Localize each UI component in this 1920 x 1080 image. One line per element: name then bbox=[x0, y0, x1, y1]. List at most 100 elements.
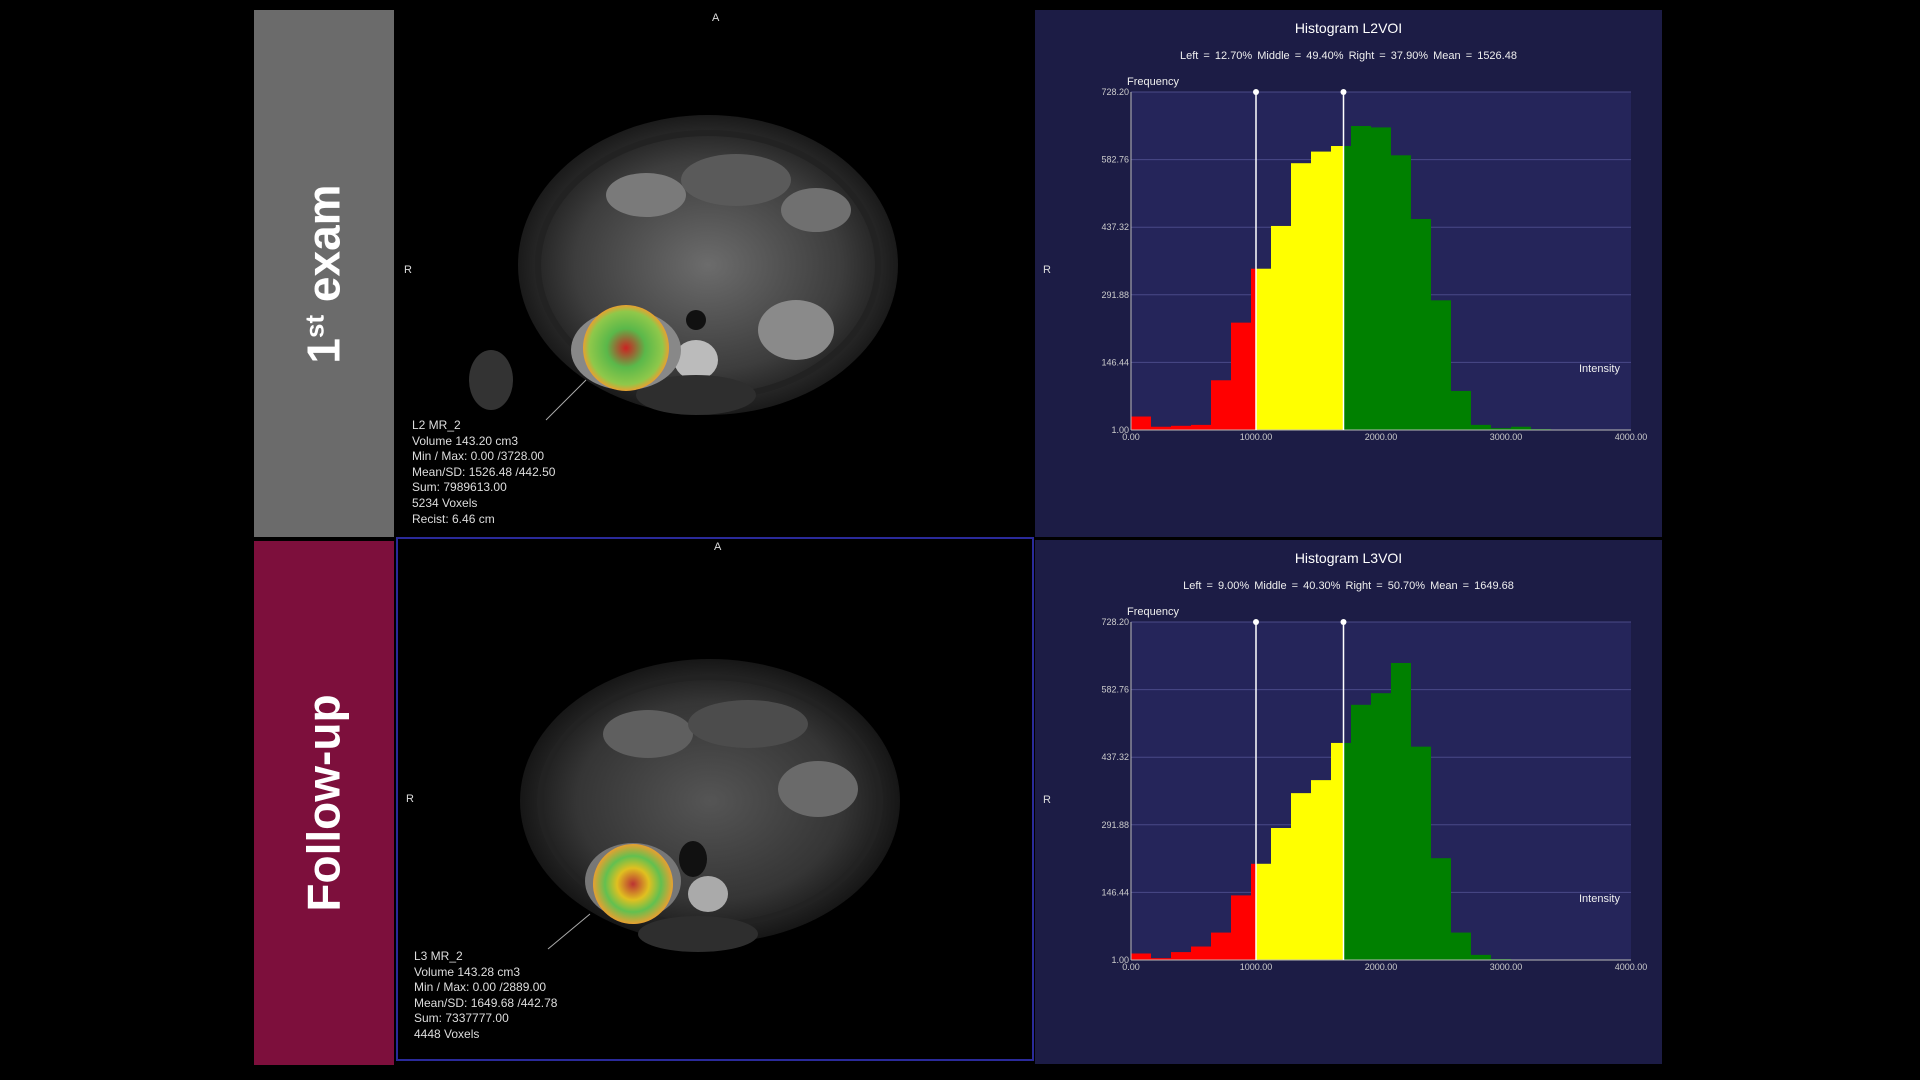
first-exam-label: 1st exam bbox=[298, 183, 350, 364]
histogram-bar bbox=[1191, 424, 1211, 430]
histogram-bar bbox=[1471, 954, 1491, 960]
histogram-title: Histogram L3VOI bbox=[1294, 550, 1403, 566]
histogram-bar bbox=[1151, 958, 1171, 960]
x-tick-label: 3000.00 bbox=[1490, 962, 1523, 972]
histogram-orientation-right: R bbox=[1043, 264, 1051, 276]
x-tick-label: 1000.00 bbox=[1240, 962, 1273, 972]
histogram-stats: Left = 9.00% Middle = 40.30% Right = 50.… bbox=[1183, 580, 1514, 592]
histogram-bar bbox=[1131, 416, 1151, 430]
histogram-bar bbox=[1256, 863, 1271, 960]
histogram-bar bbox=[1231, 322, 1251, 430]
orientation-right: R bbox=[406, 793, 414, 805]
histogram-bar bbox=[1391, 662, 1411, 960]
histogram-bar bbox=[1371, 127, 1391, 431]
x-tick-label: 2000.00 bbox=[1365, 432, 1398, 442]
mr-viewport-first[interactable]: A R L2 MR_2 Volume 143.20 cm3 Min / Max:… bbox=[396, 10, 1034, 537]
histogram-bar bbox=[1351, 126, 1371, 430]
histogram-bar bbox=[1311, 780, 1331, 960]
histogram-bar bbox=[1491, 428, 1511, 430]
roi-info-first: L2 MR_2 Volume 143.20 cm3 Min / Max: 0.0… bbox=[412, 418, 555, 527]
orientation-anterior: A bbox=[714, 541, 722, 553]
x-tick-label: 4000.00 bbox=[1615, 962, 1648, 972]
y-tick-label: 582.76 bbox=[1101, 685, 1129, 695]
tumor-roi-followup bbox=[593, 844, 673, 924]
histogram-title: Histogram L2VOI bbox=[1294, 20, 1403, 36]
x-tick-label: 1000.00 bbox=[1240, 432, 1273, 442]
y-tick-label: 728.20 bbox=[1101, 87, 1129, 97]
histogram-bar bbox=[1331, 742, 1344, 960]
roi-info-followup: L3 MR_2 Volume 143.28 cm3 Min / Max: 0.0… bbox=[414, 949, 557, 1043]
x-tick-label: 2000.00 bbox=[1365, 962, 1398, 972]
x-tick-label: 0.00 bbox=[1122, 962, 1140, 972]
roi-sum: Sum: 7337777.00 bbox=[414, 1011, 509, 1026]
histogram-bar bbox=[1511, 426, 1531, 430]
roi-volume: Volume 143.20 cm3 bbox=[412, 433, 519, 448]
mr-image-first bbox=[469, 115, 898, 421]
histogram-bar bbox=[1311, 151, 1331, 430]
orientation-right: R bbox=[404, 264, 412, 276]
histogram-bar bbox=[1291, 793, 1311, 960]
histogram-bar bbox=[1191, 946, 1211, 960]
histogram-bar bbox=[1151, 426, 1171, 430]
histogram-orientation-right: R bbox=[1043, 794, 1051, 806]
histogram-bar bbox=[1256, 268, 1271, 430]
x-tick-label: 4000.00 bbox=[1615, 432, 1648, 442]
roi-minmax: Min / Max: 0.00 /3728.00 bbox=[412, 449, 545, 464]
roi-voxels: 5234 Voxels bbox=[412, 495, 478, 510]
histogram-bar bbox=[1131, 953, 1151, 960]
y-tick-label: 582.76 bbox=[1101, 155, 1129, 165]
histogram-bar bbox=[1171, 425, 1191, 430]
histogram-bar bbox=[1211, 932, 1231, 960]
histogram-bar bbox=[1271, 225, 1291, 430]
histogram-bar bbox=[1271, 827, 1291, 960]
histogram-panel-followup[interactable]: Histogram L3VOI Left = 9.00% Middle = 40… bbox=[1035, 540, 1662, 1064]
histogram-bar bbox=[1211, 380, 1231, 430]
mr-viewport-followup[interactable]: A R L3 MR_2 Volume 143.28 cm3 Min / Max:… bbox=[396, 537, 1034, 1061]
histogram-bar bbox=[1451, 390, 1471, 430]
histogram-panel-first[interactable]: Histogram L2VOI Left = 12.70% Middle = 4… bbox=[1035, 10, 1662, 537]
y-tick-label: 291.88 bbox=[1101, 290, 1129, 300]
y-tick-label: 146.44 bbox=[1101, 887, 1129, 897]
threshold-marker-handle bbox=[1253, 89, 1259, 95]
histogram-chart-first: 1.00 146.44 291.88 437.32 582.76 728.20 0.00 10… bbox=[1101, 87, 1648, 442]
y-tick-label: 437.32 bbox=[1101, 752, 1129, 762]
roi-name: L3 MR_2 bbox=[414, 949, 463, 963]
histogram-stats: Left = 12.70% Middle = 49.40% Right = 37… bbox=[1180, 50, 1517, 62]
y-tick-label: 1.00 bbox=[1111, 955, 1129, 965]
histogram-chart-followup: 1.00 146.44 291.88 437.32 582.76 728.20 0.00 10… bbox=[1101, 617, 1648, 972]
histogram-bar bbox=[1231, 895, 1251, 960]
roi-minmax: Min / Max: 0.00 /2889.00 bbox=[414, 980, 547, 995]
histogram-bar bbox=[1343, 742, 1351, 960]
histogram-bar bbox=[1451, 932, 1471, 960]
y-tick-label: 437.32 bbox=[1101, 222, 1129, 232]
roi-sum: Sum: 7989613.00 bbox=[412, 480, 507, 495]
roi-name: L2 MR_2 bbox=[412, 418, 461, 432]
threshold-marker-handle bbox=[1253, 619, 1259, 625]
x-axis-label: Intensity bbox=[1579, 893, 1620, 905]
orientation-anterior: A bbox=[712, 12, 720, 24]
x-tick-label: 0.00 bbox=[1122, 432, 1140, 442]
y-tick-label: 291.88 bbox=[1101, 820, 1129, 830]
tumor-roi-first bbox=[583, 305, 669, 391]
histogram-bar bbox=[1431, 858, 1451, 960]
threshold-marker-handle bbox=[1340, 619, 1347, 625]
histogram-bar bbox=[1331, 146, 1344, 431]
histogram-bar bbox=[1391, 155, 1411, 430]
y-axis-label: Frequency bbox=[1127, 76, 1179, 88]
roi-mean-sd: Mean/SD: 1649.68 /442.78 bbox=[414, 995, 558, 1010]
roi-mean-sd: Mean/SD: 1526.48 /442.50 bbox=[412, 464, 556, 479]
y-tick-label: 728.20 bbox=[1101, 617, 1129, 627]
histogram-bar bbox=[1351, 704, 1371, 960]
histogram-bar bbox=[1471, 424, 1491, 430]
histogram-bar bbox=[1171, 952, 1191, 960]
histogram-bar bbox=[1411, 746, 1431, 960]
histogram-bar bbox=[1251, 863, 1256, 960]
roi-volume: Volume 143.28 cm3 bbox=[414, 964, 521, 979]
histogram-bar bbox=[1431, 300, 1451, 430]
first-exam-label-panel: 1st exam bbox=[254, 10, 394, 537]
y-axis-label: Frequency bbox=[1127, 606, 1179, 618]
threshold-marker-handle bbox=[1340, 89, 1347, 95]
histogram-bar bbox=[1411, 218, 1431, 430]
y-tick-label: 146.44 bbox=[1101, 357, 1129, 367]
roi-recist: Recist: 6.46 cm bbox=[412, 511, 495, 526]
